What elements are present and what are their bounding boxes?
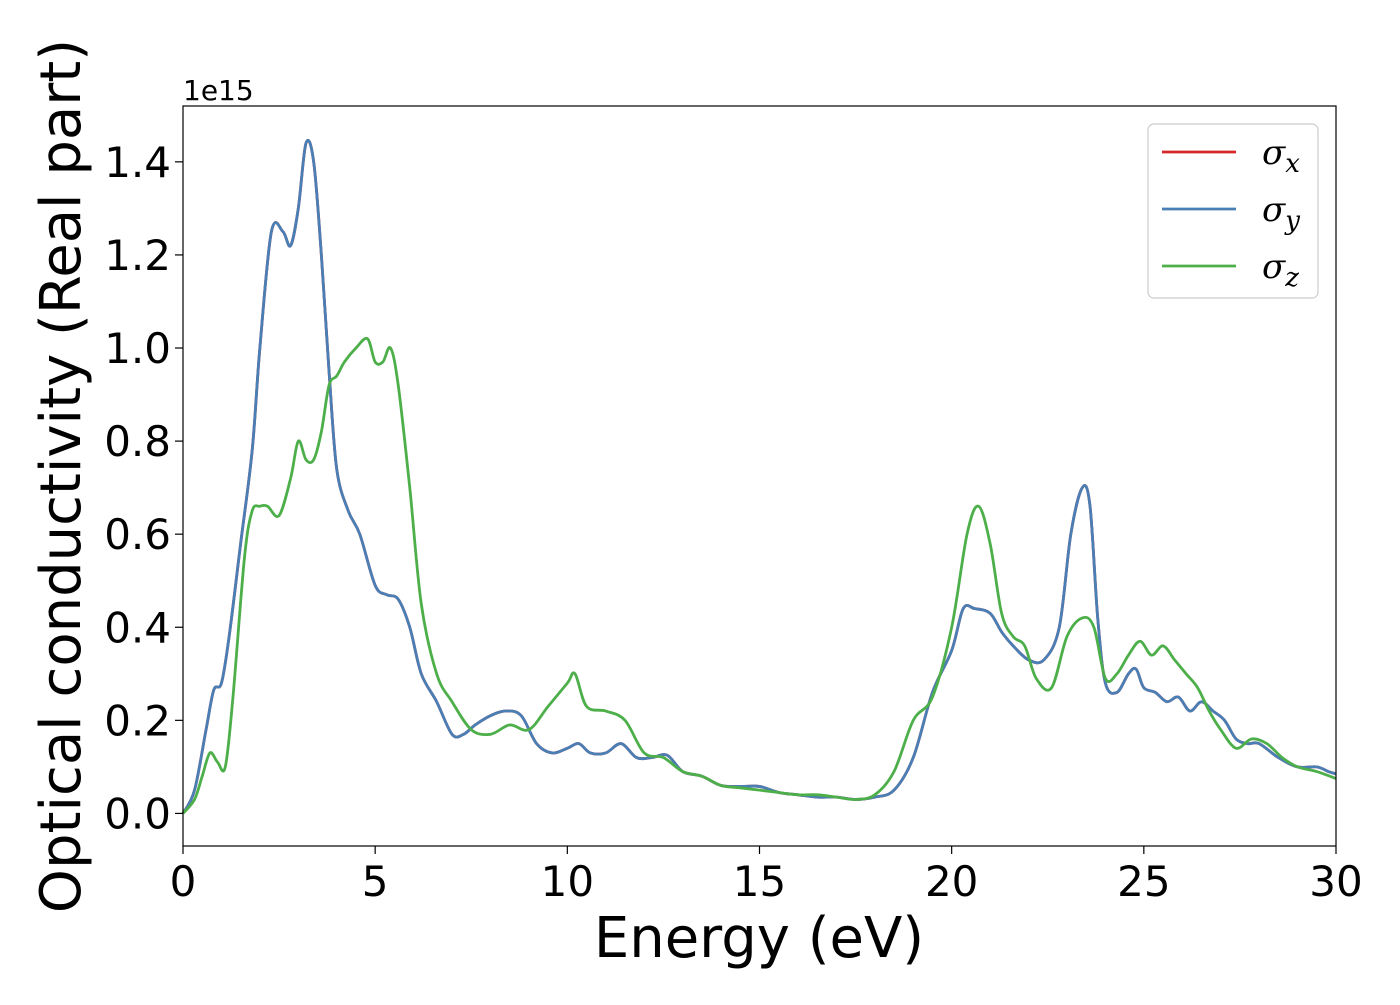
- x-tick-label: 20: [925, 857, 978, 906]
- x-axis-ticks: 0 5 10 15 20 25 30: [170, 846, 1363, 906]
- y-axis-label: Optical conductivity (Real part): [29, 39, 94, 913]
- y-tick-label: 0.2: [104, 696, 171, 745]
- legend-label-sigma-x: σx: [1262, 133, 1300, 179]
- y-tick-label: 0.4: [104, 603, 171, 652]
- legend: σx σy σz: [1147, 123, 1319, 299]
- x-tick-label: 25: [1117, 857, 1170, 906]
- legend-label-sigma-z: σz: [1262, 247, 1299, 293]
- x-tick-label: 30: [1309, 857, 1362, 906]
- y-axis-ticks: 0.0 0.2 0.4 0.6 0.8 1.0 1.2 1.4: [104, 138, 183, 838]
- x-tick-label: 10: [541, 857, 594, 906]
- y-tick-label: 1.0: [104, 324, 171, 373]
- legend-items: σx σy σz: [1162, 133, 1300, 293]
- y-offset-label: 1e15: [183, 74, 254, 107]
- y-tick-label: 0.0: [104, 789, 171, 838]
- y-tick-label: 1.4: [104, 138, 171, 187]
- series-layer: [181, 138, 1337, 815]
- y-tick-label: 1.2: [104, 231, 171, 280]
- x-axis-label: Energy (eV): [594, 906, 924, 971]
- legend-label-sigma-y: σy: [1262, 190, 1300, 236]
- x-tick-label: 0: [170, 857, 197, 906]
- x-tick-label: 5: [362, 857, 389, 906]
- legend-box: [1147, 123, 1319, 299]
- x-tick-label: 15: [733, 857, 786, 906]
- y-tick-label: 0.6: [104, 510, 171, 559]
- y-tick-label: 0.8: [104, 417, 171, 466]
- series-line-sigma-z: [181, 336, 1337, 815]
